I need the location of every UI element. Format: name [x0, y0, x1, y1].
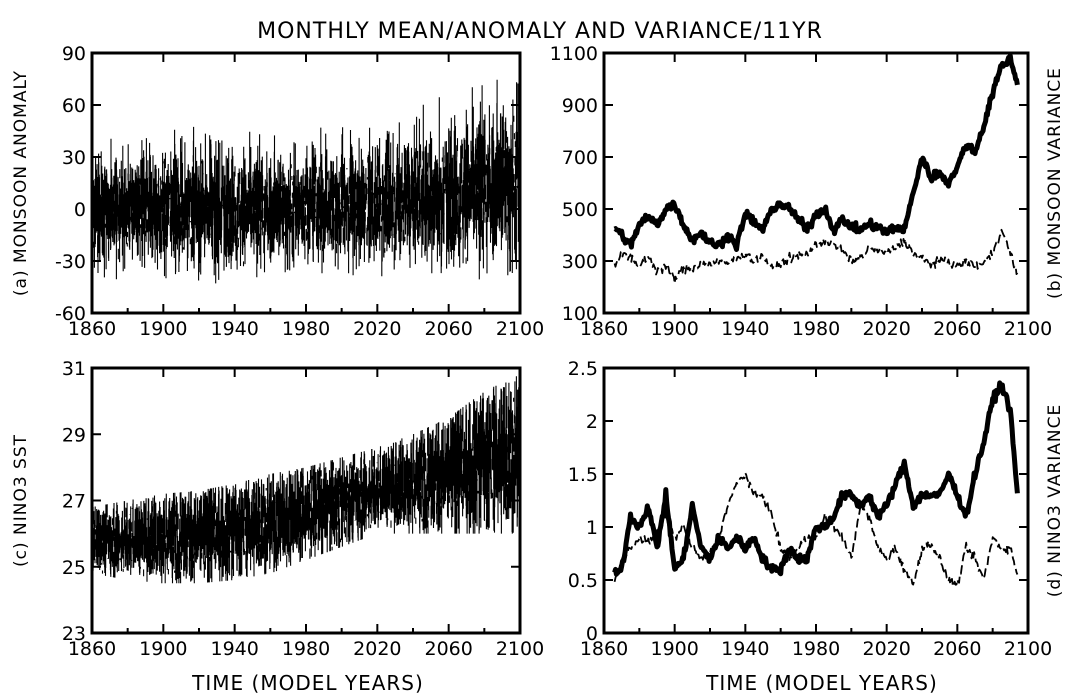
x-tick-label-a: 1860: [68, 318, 116, 340]
axes-frame-b: [602, 51, 1030, 315]
y-axis-label-b: (b) MONSOON VARIANCE: [1045, 67, 1065, 299]
y-tick-label-c: 23: [62, 623, 86, 645]
x-tick-label-d: 1980: [792, 638, 840, 660]
x-tick-label-a: 1900: [139, 318, 187, 340]
x-tick-label-d: 1900: [650, 638, 698, 660]
y-tick-label-c: 31: [62, 358, 86, 380]
y-tick-label-d: 0: [586, 623, 598, 645]
panel-c: 1860 1900 1940 1980 2020 2060 2100 23 25 27 29 31 (c…: [11, 358, 544, 660]
x-tick-label-c: 2060: [424, 638, 472, 660]
x-tick-label-d: 1860: [580, 638, 628, 660]
series-monthly-a: [92, 79, 520, 284]
series-thick-b: [613, 53, 1020, 252]
y-tick-label-b: 300: [562, 251, 598, 273]
y-axis-label-c: (c) NINO3 SST: [11, 434, 31, 567]
y-tick-label-b: 900: [562, 95, 598, 117]
x-tick-label-c: 1940: [210, 638, 258, 660]
x-tick-label-c: 1980: [282, 638, 330, 660]
y-tick-label-a: 60: [62, 95, 86, 117]
x-tick-label-b: 1860: [580, 318, 628, 340]
y-tick-label-c: 29: [62, 424, 86, 446]
x-tick-label-c: 1860: [68, 638, 116, 660]
y-tick-label-d: 2: [586, 411, 598, 433]
y-tick-label-d: 1.5: [568, 464, 598, 486]
y-tick-label-a: 90: [62, 43, 86, 65]
y-tick-label-d: 2.5: [568, 358, 598, 380]
plot-area-a: [92, 79, 520, 284]
x-tick-label-c: 2020: [353, 638, 401, 660]
x-tick-label-d: 2060: [933, 638, 981, 660]
y-tick-label-b: 500: [562, 199, 598, 221]
x-axis-title-left: TIME (MODEL YEARS): [191, 671, 424, 695]
y-tick-label-b: 1100: [550, 43, 598, 65]
y-tick-label-a: -60: [55, 303, 86, 325]
x-tick-label-a: 1940: [210, 318, 258, 340]
y-axis-label-d: (d) NINO3 VARIANCE: [1045, 404, 1065, 597]
plot-area-d: [612, 380, 1020, 588]
x-tick-label-b: 2060: [933, 318, 981, 340]
series-dashed-d: [613, 472, 1019, 588]
figure-title: MONTHLY MEAN/ANOMALY AND VARIANCE/11YR: [257, 19, 823, 44]
x-tick-label-b: 1940: [721, 318, 769, 340]
x-tick-label-b: 2100: [1004, 318, 1052, 340]
x-tick-label-a: 2100: [496, 318, 544, 340]
x-tick-label-b: 1900: [650, 318, 698, 340]
y-tick-label-a: 0: [74, 199, 86, 221]
y-tick-label-a: 30: [62, 147, 86, 169]
x-tick-label-a: 2060: [424, 318, 472, 340]
x-tick-label-a: 1980: [282, 318, 330, 340]
x-tick-label-b: 1980: [792, 318, 840, 340]
x-axis-title-right: TIME (MODEL YEARS): [705, 671, 938, 695]
panel-a: 1860 1900 1940 1980 2020 2060 2100 -60 -30 0 30 60 9…: [11, 43, 544, 340]
plot-area-b: [613, 53, 1020, 285]
x-tick-label-b: 2020: [862, 318, 910, 340]
y-tick-label-b: 700: [562, 147, 598, 169]
plot-area-c: [92, 376, 520, 584]
x-tick-label-c: 2100: [496, 638, 544, 660]
series-thick-d: [612, 380, 1020, 577]
x-tick-label-d: 1940: [721, 638, 769, 660]
panel-b: 1860 1900 1940 1980 2020 2060 2100 100 300 500 700…: [550, 43, 1065, 340]
x-tick-label-d: 2020: [862, 638, 910, 660]
y-tick-label-a: -30: [55, 251, 86, 273]
x-tick-label-d: 2100: [1004, 638, 1052, 660]
y-tick-label-c: 25: [62, 557, 86, 579]
y-tick-label-d: 1: [586, 517, 598, 539]
x-tick-label-c: 1900: [139, 638, 187, 660]
panel-d: 1860 1900 1940 1980 2020 2060 2100 0 0.5 1 1.5 2 2.5…: [568, 358, 1065, 660]
x-tick-label-a: 2020: [353, 318, 401, 340]
series-dashed-b: [613, 228, 1019, 285]
y-axis-label-a: (a) MONSOON ANOMALY: [11, 70, 31, 296]
y-tick-label-c: 27: [62, 491, 86, 513]
y-tick-label-b: 100: [562, 303, 598, 325]
series-monthly-c: [92, 376, 520, 584]
y-tick-label-d: 0.5: [568, 570, 598, 592]
